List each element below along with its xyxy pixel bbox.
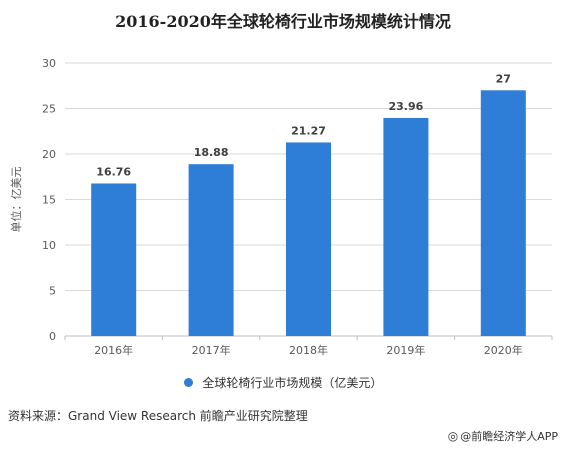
y-tick-label: 25: [42, 103, 56, 116]
bar: [480, 90, 526, 336]
x-tick-label: 2018年: [289, 343, 328, 357]
y-tick-label: 0: [49, 330, 56, 343]
data-label: 16.76: [96, 165, 131, 178]
x-tick-label: 2020年: [484, 343, 523, 357]
legend-swatch: [183, 378, 193, 387]
legend: 全球轮椅行业市场规模（亿美元）: [0, 374, 566, 391]
chart-title: 2016-2020年全球轮椅行业市场规模统计情况: [115, 12, 451, 31]
credit: ◎ @前瞻经济学人APP: [448, 428, 558, 444]
y-tick-label: 15: [42, 194, 56, 207]
x-tick-label: 2016年: [94, 343, 133, 357]
y-axis-label: 单位：亿美元: [9, 167, 23, 233]
bar: [383, 117, 429, 337]
data-label: 27: [496, 72, 511, 85]
x-tick-label: 2019年: [386, 343, 425, 357]
legend-label: 全球轮椅行业市场规模（亿美元）: [202, 376, 383, 390]
y-tick-label: 10: [42, 239, 56, 252]
bar: [188, 164, 234, 336]
y-tick-label: 30: [42, 57, 56, 70]
data-label: 18.88: [194, 146, 229, 159]
bar: [286, 142, 331, 336]
y-tick-label: 5: [49, 285, 56, 298]
data-label: 21.27: [291, 124, 326, 137]
x-tick-label: 2017年: [192, 343, 231, 357]
bar: [91, 183, 137, 336]
weibo-icon: ◎: [447, 429, 459, 443]
source-note: 资料来源：Grand View Research 前瞻产业研究院整理: [8, 409, 308, 423]
data-label: 23.96: [389, 100, 424, 113]
credit-text: @前瞻经济学人APP: [460, 430, 558, 443]
y-tick-label: 20: [42, 148, 56, 161]
